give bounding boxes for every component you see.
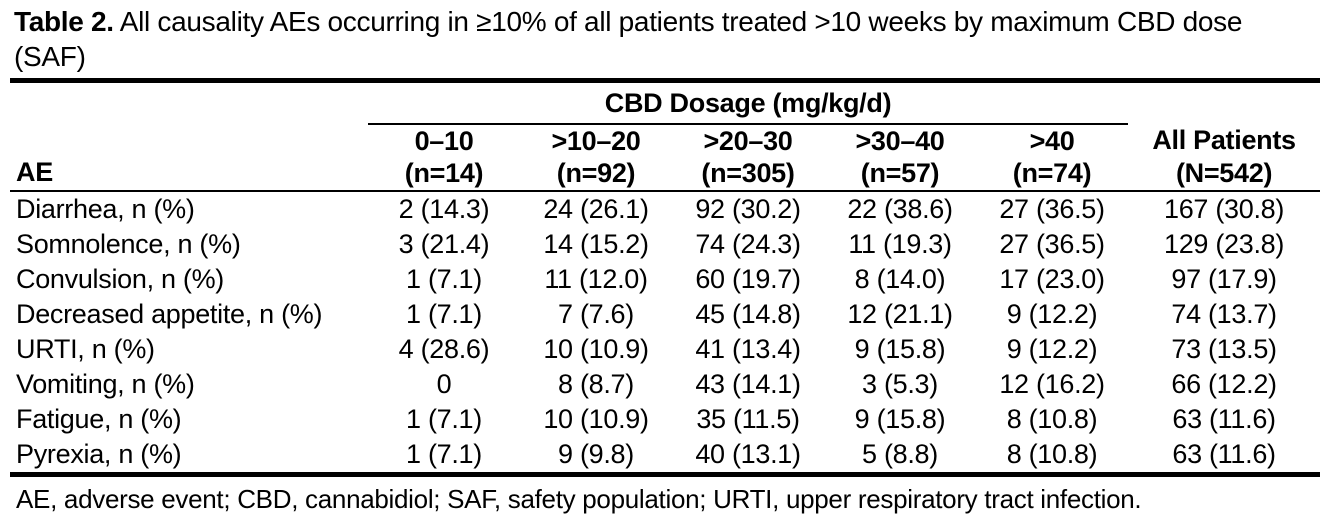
value-cell: 1 (7.1) bbox=[406, 299, 482, 329]
value-cell: 10 (10.9) bbox=[543, 404, 649, 434]
ae-label: Vomiting, n (%) bbox=[16, 369, 195, 399]
value-cell: 9 (9.8) bbox=[558, 439, 634, 469]
table-row-fatigue: Fatigue, n (%) 1 (7.1) 10 (10.9) 35 (11.… bbox=[10, 402, 1320, 437]
col-header-range: >30–40 bbox=[855, 125, 945, 156]
value-cell: 1 (7.1) bbox=[406, 404, 482, 434]
value-cell: 0 bbox=[436, 369, 452, 399]
col-header-n: (n=92) bbox=[520, 157, 672, 192]
value-cell: 97 (17.9) bbox=[1171, 264, 1277, 294]
value-cell: 12 (16.2) bbox=[999, 369, 1105, 399]
dosage-group-header: CBD Dosage (mg/kg/d) bbox=[368, 80, 1129, 125]
table-title-label: Table 2. bbox=[14, 6, 114, 37]
value-cell: 22 (38.6) bbox=[847, 194, 953, 224]
value-cell: 12 (21.1) bbox=[847, 299, 953, 329]
table-title-text: All causality AEs occurring in ≥10% of a… bbox=[14, 6, 1243, 72]
value-cell: 66 (12.2) bbox=[1171, 369, 1277, 399]
col-header-n: (n=305) bbox=[672, 157, 824, 192]
ae-label: Convulsion, n (%) bbox=[16, 264, 224, 294]
all-patients-n: (N=542) bbox=[1128, 157, 1321, 192]
ae-label: Pyrexia, n (%) bbox=[16, 439, 182, 469]
table-title: Table 2. All causality AEs occurring in … bbox=[14, 4, 1310, 74]
value-cell: 3 (5.3) bbox=[862, 369, 938, 399]
value-cell: 63 (11.6) bbox=[1172, 439, 1276, 469]
value-cell: 43 (14.1) bbox=[695, 369, 801, 399]
table-row-decreased-appetite: Decreased appetite, n (%) 1 (7.1) 7 (7.6… bbox=[10, 297, 1320, 332]
value-cell: 63 (11.6) bbox=[1172, 404, 1276, 434]
value-cell: 1 (7.1) bbox=[406, 264, 482, 294]
col-header-range: >40 bbox=[1029, 125, 1075, 156]
value-cell: 45 (14.8) bbox=[695, 299, 801, 329]
value-cell: 8 (10.8) bbox=[1006, 439, 1098, 469]
value-cell: 9 (12.2) bbox=[1006, 334, 1098, 364]
ae-label: URTI, n (%) bbox=[16, 334, 155, 364]
ae-label: Somnolence, n (%) bbox=[16, 229, 241, 259]
value-cell: 3 (21.4) bbox=[398, 229, 490, 259]
value-cell: 92 (30.2) bbox=[695, 194, 801, 224]
col-header-range: >10–20 bbox=[551, 125, 641, 156]
col-header-n: (n=14) bbox=[368, 157, 520, 192]
value-cell: 8 (14.0) bbox=[854, 264, 946, 294]
all-patients-header: All Patients bbox=[1152, 125, 1296, 155]
value-cell: 74 (24.3) bbox=[695, 229, 801, 259]
ae-column-header: AE bbox=[10, 124, 368, 192]
group-header-row: CBD Dosage (mg/kg/d) bbox=[10, 80, 1320, 125]
value-cell: 60 (19.7) bbox=[695, 264, 801, 294]
ae-label: Decreased appetite, n (%) bbox=[16, 299, 323, 329]
table-row-pyrexia: Pyrexia, n (%) 1 (7.1) 9 (9.8) 40 (13.1)… bbox=[10, 437, 1320, 475]
ae-label: Fatigue, n (%) bbox=[16, 404, 182, 434]
dose-range-header-row: AE 0–10 >10–20 >20–30 >30–40 >40 All Pat… bbox=[10, 124, 1320, 192]
value-cell: 2 (14.3) bbox=[398, 194, 490, 224]
value-cell: 8 (10.8) bbox=[1006, 404, 1098, 434]
value-cell: 9 (15.8) bbox=[854, 334, 946, 364]
value-cell: 4 (28.6) bbox=[398, 334, 490, 364]
value-cell: 11 (19.3) bbox=[848, 229, 952, 259]
value-cell: 9 (12.2) bbox=[1006, 299, 1098, 329]
value-cell: 73 (13.5) bbox=[1171, 334, 1277, 364]
value-cell: 9 (15.8) bbox=[854, 404, 946, 434]
value-cell: 27 (36.5) bbox=[999, 194, 1105, 224]
ae-label: Diarrhea, n (%) bbox=[16, 194, 195, 224]
value-cell: 11 (12.0) bbox=[544, 264, 648, 294]
col-header-range: 0–10 bbox=[414, 125, 474, 156]
sample-size-header-row: (n=14) (n=92) (n=305) (n=57) (n=74) (N=5… bbox=[10, 157, 1321, 192]
table-row-convulsion: Convulsion, n (%) 1 (7.1) 11 (12.0) 60 (… bbox=[10, 262, 1320, 297]
value-cell: 167 (30.8) bbox=[1164, 194, 1285, 224]
value-cell: 14 (15.2) bbox=[543, 229, 649, 259]
value-cell: 8 (8.7) bbox=[558, 369, 634, 399]
table-row-somnolence: Somnolence, n (%) 3 (21.4) 14 (15.2) 74 … bbox=[10, 227, 1320, 262]
empty-cell bbox=[1128, 81, 1320, 125]
value-cell: 27 (36.5) bbox=[999, 229, 1105, 259]
value-cell: 40 (13.1) bbox=[695, 439, 801, 469]
value-cell: 74 (13.7) bbox=[1171, 299, 1277, 329]
col-header-range: >20–30 bbox=[703, 125, 793, 156]
value-cell: 41 (13.4) bbox=[695, 334, 801, 364]
value-cell: 24 (26.1) bbox=[543, 194, 649, 224]
table-row-diarrhea: Diarrhea, n (%) 2 (14.3) 24 (26.1) 92 (3… bbox=[10, 191, 1320, 227]
value-cell: 17 (23.0) bbox=[999, 264, 1105, 294]
empty-cell bbox=[10, 81, 368, 125]
col-header-n: (n=57) bbox=[824, 157, 976, 192]
value-cell: 10 (10.9) bbox=[543, 334, 649, 364]
value-cell: 35 (11.5) bbox=[696, 404, 800, 434]
table-row-vomiting: Vomiting, n (%) 0 8 (8.7) 43 (14.1) 3 (5… bbox=[10, 367, 1320, 402]
value-cell: 5 (8.8) bbox=[862, 439, 938, 469]
ae-table: CBD Dosage (mg/kg/d) AE 0–10 >10–20 >20–… bbox=[10, 78, 1321, 477]
value-cell: 7 (7.6) bbox=[558, 299, 634, 329]
table-footnote: AE, adverse event; CBD, cannabidiol; SAF… bbox=[16, 484, 1142, 514]
value-cell: 1 (7.1) bbox=[406, 439, 482, 469]
col-header-n: (n=74) bbox=[976, 157, 1129, 192]
table-row-urti: URTI, n (%) 4 (28.6) 10 (10.9) 41 (13.4)… bbox=[10, 332, 1320, 367]
value-cell: 129 (23.8) bbox=[1164, 229, 1285, 259]
